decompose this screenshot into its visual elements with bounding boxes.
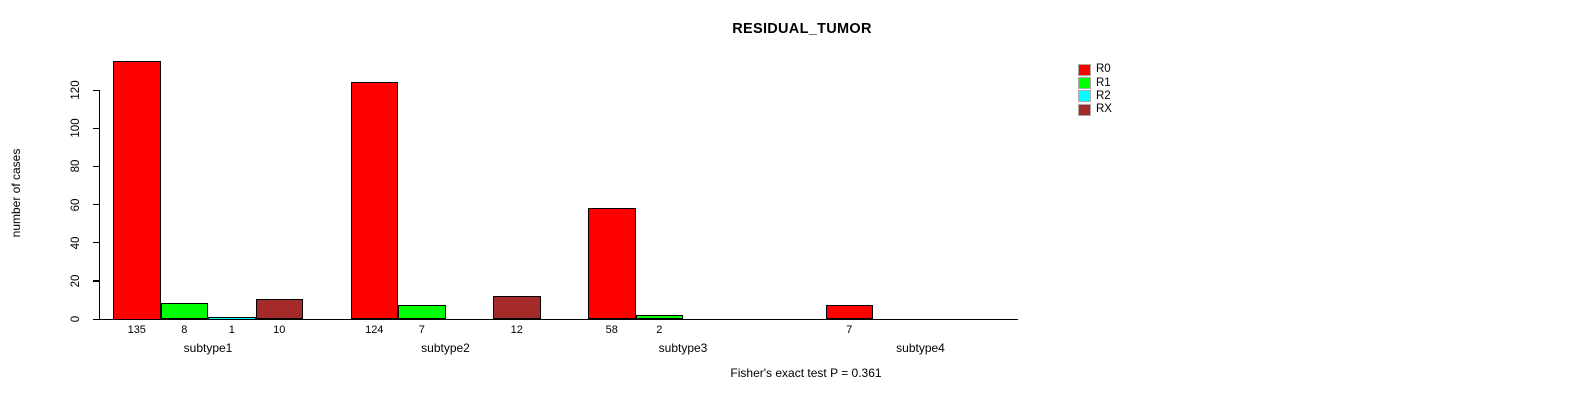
bar-r1-subtype1	[160, 303, 208, 320]
bar-value-label: 10	[273, 323, 286, 336]
y-tick-mark	[93, 127, 100, 129]
bar-value-label: 58	[605, 323, 618, 336]
x-category-label-subtype3: subtype3	[658, 340, 708, 355]
bar-value-label: 7	[418, 323, 425, 336]
y-tick-mark	[93, 242, 100, 244]
y-tick-label: 0	[70, 315, 82, 323]
legend: R0 R1 R2 RX	[1078, 63, 1112, 117]
bar-value-label: 2	[656, 323, 663, 336]
bar-r0-subtype2	[350, 81, 398, 320]
bar-value-label: 12	[510, 323, 523, 336]
legend-swatch-r2	[1078, 90, 1091, 103]
y-tick-label: 20	[70, 274, 82, 288]
bar-r0-subtype1	[113, 60, 161, 320]
bar-value-label: 124	[365, 323, 384, 336]
x-category-label-subtype4: subtype4	[896, 340, 945, 355]
legend-label: R1	[1096, 76, 1111, 89]
legend-item-r1: R1	[1078, 76, 1112, 90]
legend-item-r0: R0	[1078, 63, 1112, 76]
legend-item-r2: R2	[1078, 90, 1112, 103]
x-category-label-subtype1: subtype1	[183, 340, 233, 355]
y-tick-label: 40	[70, 236, 82, 250]
y-tick-label: 60	[70, 198, 82, 211]
y-tick-mark	[93, 89, 100, 91]
y-tick-mark	[93, 318, 100, 320]
bar-value-label: 135	[127, 323, 146, 336]
legend-label: RX	[1096, 103, 1112, 116]
legend-label: R2	[1096, 89, 1111, 102]
bar-r2-subtype1	[208, 316, 256, 320]
bar-value-label: 1	[228, 323, 235, 336]
y-tick-mark	[93, 204, 100, 206]
y-axis-label: number of cases	[9, 148, 23, 238]
bar-value-label: 8	[181, 323, 188, 336]
x-category-label-subtype2: subtype2	[421, 340, 470, 355]
bar-rx-subtype2	[493, 295, 541, 320]
legend-label: R0	[1096, 63, 1111, 76]
y-tick-mark	[93, 280, 100, 282]
bar-r0-subtype4	[825, 305, 873, 320]
bar-rx-subtype1	[255, 299, 303, 320]
legend-swatch-rx	[1078, 103, 1091, 116]
bar-r1-subtype3	[635, 314, 683, 320]
y-tick-label: 100	[70, 118, 82, 138]
y-tick-mark	[93, 165, 100, 168]
legend-item-rx: RX	[1078, 103, 1112, 116]
caption: Fisher's exact test P = 0.361	[730, 366, 882, 380]
legend-swatch-r1	[1078, 77, 1091, 90]
chart-title: RESIDUAL_TUMOR	[732, 21, 872, 37]
bar-r1-subtype2	[398, 305, 446, 320]
legend-swatch-r0	[1078, 63, 1091, 76]
y-tick-label: 80	[70, 159, 82, 173]
x-axis-line	[100, 318, 1018, 320]
bar-r0-subtype3	[588, 207, 636, 320]
y-tick-label: 120	[70, 80, 82, 100]
bar-value-label: 7	[846, 323, 853, 336]
